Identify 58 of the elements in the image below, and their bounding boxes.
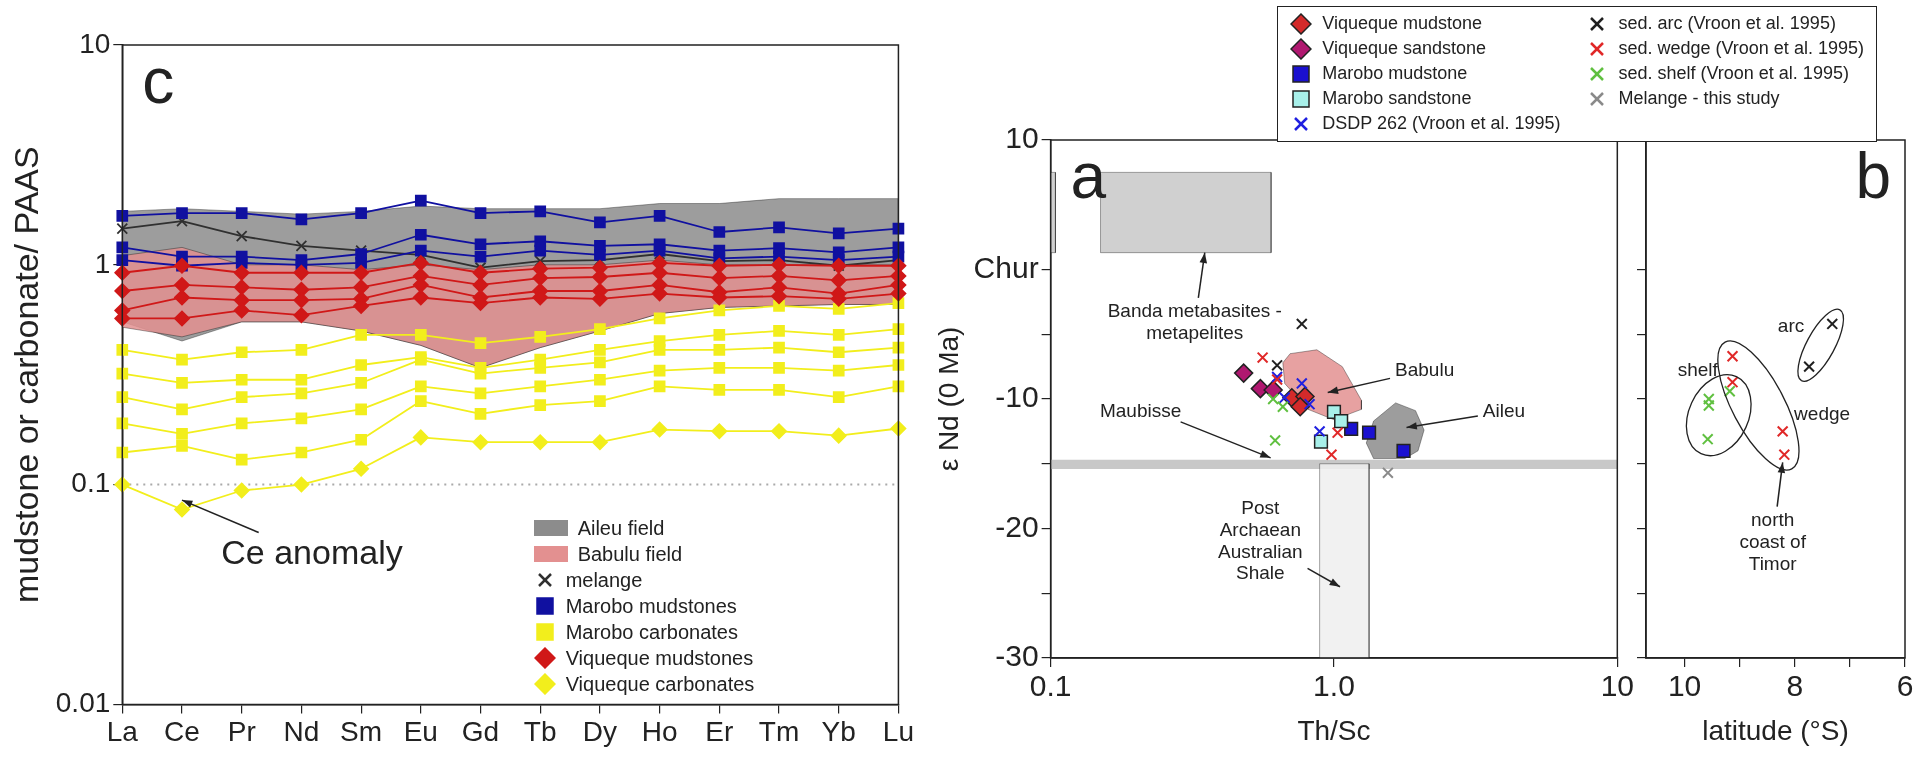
x-axis-title: latitude (°S) bbox=[1702, 714, 1849, 746]
y-tick-label: 0.1 bbox=[71, 467, 111, 499]
y-axis-title: ε Nd (0 Ma) bbox=[932, 326, 964, 472]
x-tick-label: 10 bbox=[1600, 669, 1634, 703]
x-tick-label: Ho bbox=[641, 715, 678, 747]
legend-label: Marobo sandstone bbox=[1322, 88, 1472, 110]
annotation: wedge bbox=[1793, 402, 1851, 424]
y-tick-label: 10 bbox=[79, 27, 111, 59]
x-tick-label: Sm bbox=[340, 715, 383, 747]
x-tick-label: Ce bbox=[164, 715, 200, 747]
annotation: Aileu bbox=[1482, 400, 1526, 422]
x-tick-label: 6 bbox=[1896, 669, 1914, 703]
x-tick-label: 1.0 bbox=[1313, 669, 1355, 703]
legend-label: Marobo mudstones bbox=[565, 594, 737, 619]
legend-label: Marobo carbonates bbox=[565, 620, 738, 645]
y-tick-label: -10 bbox=[995, 380, 1039, 414]
x-tick-label: 10 bbox=[1667, 669, 1702, 703]
legend-label: Melange - this study bbox=[1618, 88, 1780, 110]
legend-label: Aileu field bbox=[577, 516, 665, 541]
chart-title: c bbox=[142, 44, 175, 117]
annotation: Banda metabasites - metapelites bbox=[1107, 299, 1282, 343]
x-tick-label: Dy bbox=[582, 715, 618, 747]
legend-label: Viqueque carbonates bbox=[565, 672, 755, 697]
legend-label: Viqueque mudstones bbox=[565, 646, 754, 671]
y-tick-label: -20 bbox=[995, 509, 1039, 543]
legend-label: Viqueque mudstone bbox=[1322, 13, 1483, 35]
x-tick-label: Gd bbox=[461, 715, 500, 747]
x-axis-title: Th/Sc bbox=[1297, 714, 1371, 746]
x-tick-label: 8 bbox=[1786, 669, 1804, 703]
y-axis-title: mudstone or carbonate/ PAAS bbox=[6, 146, 45, 604]
x-tick-label: Lu bbox=[882, 715, 915, 747]
x-tick-label: Nd bbox=[283, 715, 320, 747]
x-tick-label: Er bbox=[705, 715, 734, 747]
legend-label: DSDP 262 (Vroon et al. 1995) bbox=[1322, 113, 1561, 135]
annotation: Ce anomaly bbox=[221, 533, 403, 572]
x-tick-label: Pr bbox=[227, 715, 256, 747]
x-tick-label: Eu bbox=[403, 715, 438, 747]
y-tick-label: Chur bbox=[973, 250, 1039, 284]
band-label: Maubisse bbox=[1099, 400, 1182, 422]
legend-label: Babulu field bbox=[577, 542, 683, 567]
annotation: north coast of Timor bbox=[1739, 508, 1807, 574]
x-tick-label: Tm bbox=[758, 715, 800, 747]
x-tick-label: Yb bbox=[821, 715, 856, 747]
x-tick-label: Tb bbox=[523, 715, 557, 747]
chart-title: a bbox=[1070, 139, 1107, 212]
annotation: Babulu bbox=[1395, 358, 1455, 380]
y-tick-label: 10 bbox=[1005, 121, 1039, 155]
y-tick-label: 1 bbox=[94, 247, 111, 279]
chart-title: b bbox=[1855, 139, 1891, 212]
legend-label: sed. wedge (Vroon et al. 1995) bbox=[1618, 38, 1864, 60]
annotation: shelf bbox=[1677, 358, 1719, 380]
annotation: arc bbox=[1777, 314, 1805, 336]
legend-label: sed. shelf (Vroon et al. 1995) bbox=[1618, 63, 1849, 85]
legend-label: Viqueque sandstone bbox=[1322, 38, 1487, 60]
legend-label: Marobo mudstone bbox=[1322, 63, 1468, 85]
annotation: Post Archaean Australian Shale bbox=[1218, 496, 1303, 584]
legend-label: sed. arc (Vroon et al. 1995) bbox=[1618, 13, 1836, 35]
legend-label: melange bbox=[565, 568, 643, 593]
